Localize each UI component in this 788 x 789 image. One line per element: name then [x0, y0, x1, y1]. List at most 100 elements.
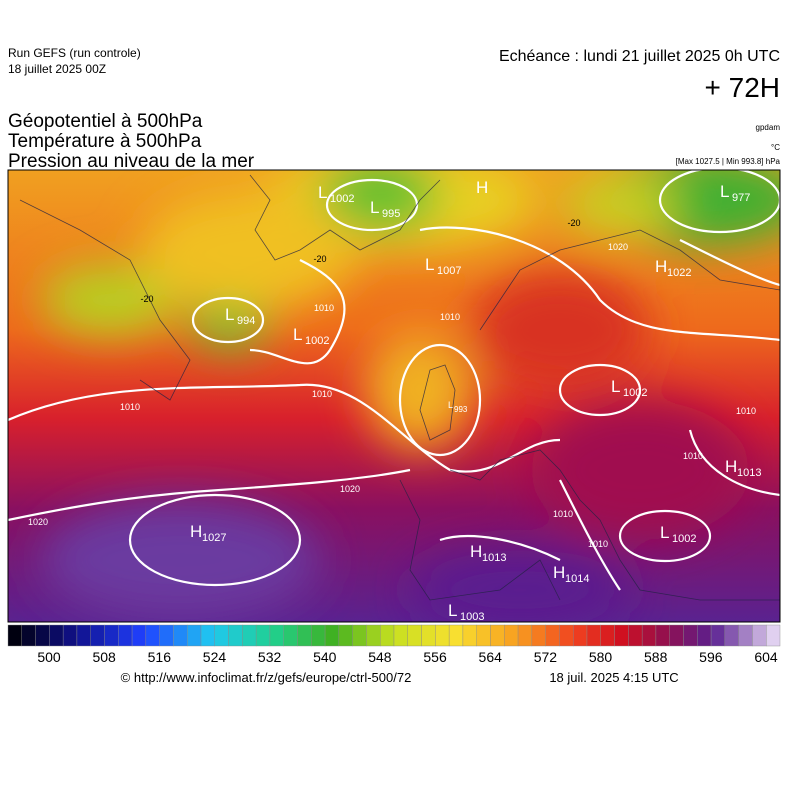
center-value: 995 — [382, 208, 400, 220]
colorbar-swatch — [531, 624, 546, 647]
colorbar-swatch — [628, 624, 643, 647]
center-value: 1003 — [460, 611, 484, 623]
colorbar-swatch — [311, 624, 326, 647]
colorbar-swatch — [145, 624, 160, 647]
colorbar-swatch — [517, 624, 533, 647]
colorbar-tick-label: 572 — [534, 649, 558, 665]
footer-generated: 18 juil. 2025 4:15 UTC — [549, 670, 678, 685]
colorbar-swatch — [766, 624, 781, 647]
colorbar-swatch — [324, 624, 340, 647]
center-value: 977 — [732, 192, 750, 204]
run-date: 18 juillet 2025 00Z — [8, 62, 106, 76]
isobar-label: 1010 — [683, 451, 703, 461]
isobar-label: 1010 — [120, 402, 140, 412]
colorbar-swatch — [573, 624, 588, 647]
isobar-label: 1010 — [312, 389, 332, 399]
center-letter: L — [293, 325, 302, 344]
field-shading — [40, 170, 780, 622]
colorbar-tick-label: 508 — [92, 649, 116, 665]
colorbar-swatch — [338, 624, 353, 647]
colorbar-tick-label: 524 — [203, 649, 227, 665]
colorbar-swatch — [90, 624, 105, 647]
colorbar-swatch — [545, 624, 560, 647]
unit-temperature: °C — [771, 143, 780, 152]
center-letter: H — [190, 522, 202, 541]
colorbar-swatch — [49, 624, 64, 647]
colorbar-tick-label: 556 — [423, 649, 447, 665]
colorbar-swatch — [559, 624, 574, 647]
colorbar-swatch — [710, 624, 726, 647]
colorbar-swatch — [255, 624, 271, 647]
center-letter: H — [476, 178, 488, 197]
center-value: 1022 — [667, 267, 691, 279]
colorbar-tick-label: 580 — [589, 649, 613, 665]
colorbar-swatch — [600, 624, 615, 647]
colorbar-swatch — [504, 624, 519, 647]
colorbar-swatch — [462, 624, 477, 647]
center-letter: L — [611, 377, 620, 396]
valid-time: Echéance : lundi 21 juillet 2025 0h UTC — [499, 48, 780, 65]
colorbar-tick-label: 500 — [37, 649, 61, 665]
colorbar-swatch — [380, 624, 395, 647]
center-letter: H — [655, 257, 667, 276]
center-value: 1002 — [672, 533, 696, 545]
isotherm-label: -20 — [140, 294, 153, 304]
colorbar-swatch — [614, 624, 629, 647]
center-value: 1002 — [623, 387, 647, 399]
center-letter: H — [725, 457, 737, 476]
center-letter: L — [660, 523, 669, 542]
center-letter: L — [448, 400, 453, 410]
field-geopotential: Géopotentiel à 500hPa — [8, 111, 203, 132]
isobar-label: 1020 — [608, 242, 628, 252]
colorbar-swatch — [421, 624, 436, 647]
colorbar-swatch — [187, 624, 202, 647]
isobar-label: 1010 — [588, 539, 608, 549]
colorbar-swatch — [448, 624, 464, 647]
colorbar-swatch — [173, 624, 188, 647]
center-value: 1007 — [437, 265, 461, 277]
colorbar-swatch — [269, 624, 284, 647]
center-value: 1013 — [737, 467, 761, 479]
field-temperature: Température à 500hPa — [8, 131, 202, 152]
colorbar-swatch — [200, 624, 215, 647]
center-letter: L — [225, 305, 234, 324]
center-letter: L — [720, 182, 729, 201]
colorbar-swatch — [21, 624, 36, 647]
isobar-label: 1020 — [340, 484, 360, 494]
colorbar-swatch — [118, 624, 133, 647]
center-letter: L — [425, 255, 434, 274]
colorbar-swatch — [697, 624, 712, 647]
colorbar-tick-label: 532 — [258, 649, 282, 665]
colorbar-swatch — [159, 624, 174, 647]
colorbar-swatch — [490, 624, 505, 647]
center-letter: H — [470, 542, 482, 561]
colorbar-swatch — [35, 624, 50, 647]
field-pressure: Pression au niveau de la mer — [8, 151, 255, 172]
colorbar-swatch — [669, 624, 684, 647]
center-value: 1013 — [482, 552, 506, 564]
colorbar-swatch — [586, 624, 601, 647]
center-letter: L — [448, 601, 457, 620]
isotherm-label: -20 — [567, 218, 580, 228]
colorbar-swatch — [104, 624, 119, 647]
colorbar-tick-label: 564 — [479, 649, 503, 665]
isobar-label: 1010 — [314, 303, 334, 313]
unit-geopotential: gpdam — [756, 123, 781, 132]
center-value: 994 — [237, 315, 255, 327]
run-label: Run GEFS (run controle) — [8, 46, 141, 60]
center-value: 1002 — [330, 193, 354, 205]
footer-source: © http://www.infoclimat.fr/z/gefs/europe… — [121, 670, 412, 685]
center-letter: H — [553, 563, 565, 582]
colorbar-swatch — [393, 624, 408, 647]
colorbar-swatch — [724, 624, 739, 647]
center-value: 1002 — [305, 335, 329, 347]
isotherm-label: -20 — [313, 254, 326, 264]
colorbar-swatch — [76, 624, 91, 647]
center-letter: L — [318, 183, 327, 202]
colorbar-swatch — [752, 624, 767, 647]
colorbar-swatch — [366, 624, 381, 647]
colorbar-swatch — [242, 624, 257, 647]
